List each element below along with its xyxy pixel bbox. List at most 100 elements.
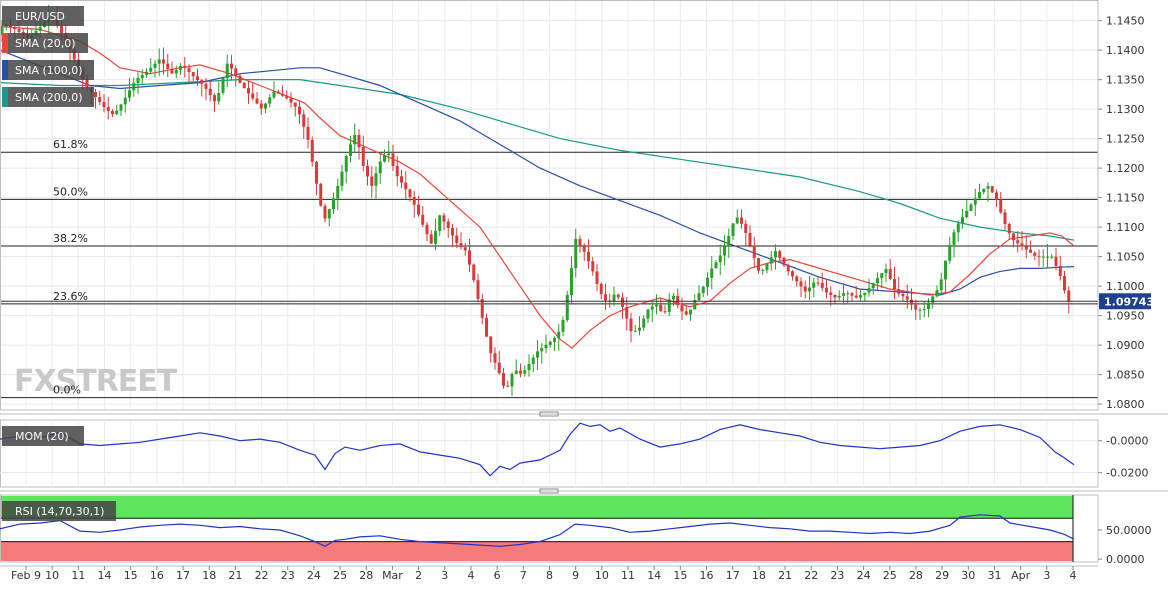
candle-body	[693, 300, 697, 310]
candle-body	[854, 295, 858, 298]
candle-body	[140, 74, 144, 78]
candle-body	[1046, 256, 1049, 258]
candle-body	[417, 204, 420, 215]
candle-body	[1016, 240, 1020, 244]
candle-body	[604, 294, 607, 301]
mom-panel: -0.0000 -0.0200 MOM (20)	[0, 419, 1148, 488]
candle-body	[578, 238, 582, 246]
sma100-legend-bg	[2, 60, 94, 80]
candle-body	[111, 110, 114, 115]
candle-body	[642, 318, 646, 328]
rsi-legend-bg	[2, 501, 116, 521]
candle-body	[1041, 256, 1045, 258]
candle-layer	[0, 4, 1071, 396]
candle-body	[102, 102, 106, 108]
fibonacci-label: 38.2%	[53, 232, 88, 245]
candle-body	[905, 296, 909, 300]
candle-body	[837, 295, 841, 298]
candle-body	[599, 283, 603, 295]
candle-body	[289, 98, 293, 103]
x-tick-label: 15	[124, 569, 138, 582]
candle-body	[842, 293, 845, 296]
x-tick-label: 3	[1043, 569, 1050, 582]
candle-body	[196, 76, 199, 81]
candle-body	[782, 257, 786, 266]
x-tick-label: 16	[700, 569, 714, 582]
candle-body	[706, 277, 709, 287]
x-tick-label: 28	[359, 569, 373, 582]
candle-body	[412, 196, 416, 205]
candle-body	[98, 97, 102, 103]
candle-body	[514, 370, 518, 374]
candle-body	[489, 336, 493, 354]
candle-body	[752, 245, 756, 259]
x-tick-label: 9	[572, 569, 579, 582]
x-tick-label: Feb 9	[11, 569, 41, 582]
mom-legend: MOM (20)	[15, 430, 69, 443]
candle-body	[408, 189, 412, 197]
legend: EUR/USD SMA (20,0) SMA (100,0) SMA (200,0)	[2, 6, 94, 107]
candle-body	[990, 186, 994, 193]
candle-body	[344, 155, 348, 172]
candle-body	[612, 294, 616, 301]
candle-body	[72, 49, 76, 60]
x-tick-label: 17	[726, 569, 740, 582]
candle-body	[548, 341, 552, 345]
candle-body	[106, 107, 110, 111]
candle-body	[544, 344, 548, 349]
candle-body	[502, 373, 505, 386]
x-tick-label: 14	[647, 569, 661, 582]
candle-body	[298, 106, 301, 115]
candle-body	[132, 83, 136, 91]
candle-body	[646, 309, 650, 319]
candle-body	[153, 63, 157, 68]
candle-body	[1037, 255, 1041, 257]
candle-body	[667, 299, 671, 312]
candle-body	[727, 235, 731, 247]
candle-body	[744, 223, 748, 234]
x-tick-label: 6	[494, 569, 501, 582]
fibonacci-label: 50.0%	[53, 185, 88, 198]
candle-body	[115, 110, 119, 115]
candle-body	[145, 71, 148, 75]
x-tick-label: 25	[883, 569, 897, 582]
x-tick-label: 18	[202, 569, 216, 582]
candle-body	[434, 230, 437, 244]
sma100-legend: SMA (100,0)	[15, 64, 83, 77]
x-tick-label: 4	[1070, 569, 1077, 582]
candle-body	[485, 317, 488, 337]
candle-body	[816, 282, 820, 284]
candle-body	[94, 92, 97, 98]
candle-body	[60, 25, 63, 34]
x-tick-label: Mar	[382, 569, 403, 582]
candle-body	[846, 293, 850, 295]
candle-body	[536, 351, 539, 358]
candle-body	[995, 192, 998, 200]
candle-body	[519, 370, 522, 374]
candle-body	[901, 293, 905, 297]
candle-body	[978, 192, 981, 199]
candle-body	[910, 299, 913, 305]
candle-body	[829, 292, 833, 295]
candle-body	[442, 215, 446, 222]
price-tick-label: 1.1100	[1106, 221, 1145, 234]
candle-body	[17, 29, 21, 32]
candle-body	[582, 245, 586, 252]
sma100-legend-swatch	[2, 60, 8, 80]
candle-body	[162, 59, 165, 64]
x-tick-label: 16	[150, 569, 164, 582]
candle-body	[391, 153, 395, 166]
candle-body	[13, 26, 17, 30]
candle-body	[931, 296, 935, 303]
rsi-panel: 50.0000 0.0000 RSI (14,70,30,1)	[0, 494, 1152, 566]
mom-legend-bg	[2, 426, 84, 446]
candle-body	[497, 362, 501, 374]
candle-body	[157, 59, 161, 64]
price-tick-label: 1.1450	[1106, 15, 1145, 28]
x-tick-label: 18	[752, 569, 766, 582]
candle-body	[944, 260, 947, 280]
price-tick-label: 1.1250	[1106, 133, 1145, 146]
candle-body	[565, 294, 569, 321]
price-tick-label: 1.1300	[1106, 103, 1145, 116]
candle-body	[327, 209, 331, 219]
